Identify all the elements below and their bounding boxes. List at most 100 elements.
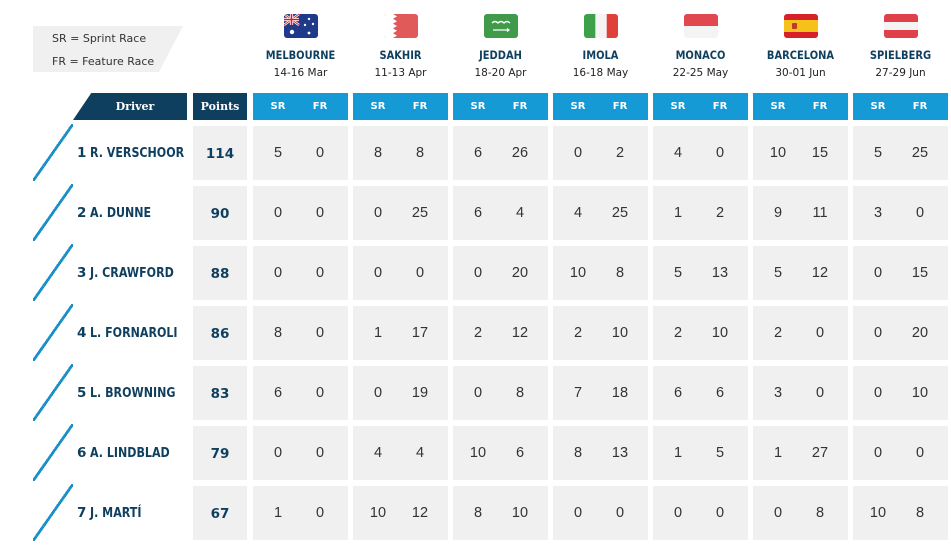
fr-header: FR <box>512 101 528 112</box>
feature-result: 25 <box>411 205 429 221</box>
row-divider-slash <box>33 424 73 481</box>
feature-result: 0 <box>315 445 325 461</box>
sprint-result: 8 <box>473 505 483 521</box>
venue-header-barcelona: BARCELONA 30-01 Jun <box>753 14 848 79</box>
fr-header: FR <box>912 101 928 112</box>
saudi-arabia-flag-icon <box>483 14 518 38</box>
spain-flag-icon <box>783 14 818 38</box>
race-header-spielberg: SR FR <box>853 93 948 120</box>
result-cell: 0 19 <box>353 366 448 420</box>
austria-flag-icon <box>883 14 918 38</box>
venue-name: MONACO <box>675 48 726 62</box>
sprint-result: 8 <box>573 445 583 461</box>
sprint-result: 6 <box>273 385 283 401</box>
sprint-result: 1 <box>373 325 383 341</box>
race-header-imola: SR FR <box>553 93 648 120</box>
sr-header: SR <box>870 101 886 112</box>
feature-result: 2 <box>715 205 725 221</box>
feature-result: 0 <box>315 505 325 521</box>
sprint-result: 0 <box>373 265 383 281</box>
feature-result: 10 <box>711 325 729 341</box>
sprint-result: 0 <box>873 325 883 341</box>
feature-result: 4 <box>515 205 525 221</box>
row-divider-slash <box>33 304 73 361</box>
feature-result: 6 <box>715 385 725 401</box>
sprint-result: 0 <box>473 385 483 401</box>
driver-points: 67 <box>193 486 247 540</box>
driver-position: 2 <box>77 205 87 221</box>
sprint-result: 0 <box>573 145 583 161</box>
driver-position: 4 <box>77 325 87 341</box>
sr-header: SR <box>270 101 286 112</box>
sprint-result: 10 <box>569 265 587 281</box>
sprint-result: 6 <box>473 205 483 221</box>
sprint-result: 2 <box>573 325 583 341</box>
venue-dates: 16-18 May <box>572 67 629 79</box>
driver-cell: 7 J. MARTÍ <box>73 486 187 540</box>
driver-points: 88 <box>193 246 247 300</box>
driver-position: 5 <box>77 385 87 401</box>
venue-name: SPIELBERG <box>869 48 932 62</box>
result-cell: 10 6 <box>453 426 548 480</box>
sr-header: SR <box>670 101 686 112</box>
sprint-result: 1 <box>673 205 683 221</box>
sprint-result: 0 <box>373 385 383 401</box>
sr-header: SR <box>770 101 786 112</box>
race-header-jeddah: SR FR <box>453 93 548 120</box>
feature-result: 20 <box>511 265 529 281</box>
driver-position: 1 <box>77 145 87 161</box>
venue-dates: 11-13 Apr <box>374 67 427 79</box>
result-cell: 8 13 <box>553 426 648 480</box>
feature-result: 18 <box>611 385 629 401</box>
feature-result: 0 <box>815 385 825 401</box>
feature-result: 17 <box>411 325 429 341</box>
driver-cell: 4 L. FORNAROLI <box>73 306 187 360</box>
legend-sprint-race: SR = Sprint Race <box>52 32 147 45</box>
feature-result: 8 <box>515 385 525 401</box>
sprint-result: 0 <box>273 265 283 281</box>
venue-dates: 30-01 Jun <box>775 67 826 79</box>
feature-result: 15 <box>811 145 829 161</box>
feature-result: 13 <box>711 265 729 281</box>
venue-name: JEDDAH <box>479 48 522 62</box>
sprint-result: 6 <box>673 385 683 401</box>
venue-name: MELBOURNE <box>265 48 336 62</box>
result-cell: 2 12 <box>453 306 548 360</box>
result-cell: 0 15 <box>853 246 948 300</box>
feature-result: 8 <box>415 145 425 161</box>
feature-result: 10 <box>911 385 929 401</box>
result-cell: 1 17 <box>353 306 448 360</box>
result-cell: 5 13 <box>653 246 748 300</box>
feature-result: 0 <box>615 505 625 521</box>
result-cell: 0 20 <box>453 246 548 300</box>
result-cell: 2 10 <box>553 306 648 360</box>
feature-result: 0 <box>815 325 825 341</box>
sprint-result: 5 <box>873 145 883 161</box>
fr-header: FR <box>712 101 728 112</box>
sprint-result: 0 <box>873 445 883 461</box>
result-cell: 10 12 <box>353 486 448 540</box>
sprint-result: 0 <box>773 505 783 521</box>
driver-cell: 1 R. VERSCHOOR <box>73 126 187 180</box>
driver-column-header: Driver <box>73 93 187 120</box>
sprint-result: 10 <box>869 505 887 521</box>
feature-result: 15 <box>911 265 929 281</box>
result-cell: 5 25 <box>853 126 948 180</box>
driver-position: 3 <box>77 265 87 281</box>
venue-header-sakhir: SAKHIR 11-13 Apr <box>353 14 448 79</box>
venue-header-melbourne: MELBOURNE 14-16 Mar <box>253 14 348 79</box>
venue-header-jeddah: JEDDAH 18-20 Apr <box>453 14 548 79</box>
venue-name: SAKHIR <box>379 48 422 62</box>
feature-result: 8 <box>615 265 625 281</box>
